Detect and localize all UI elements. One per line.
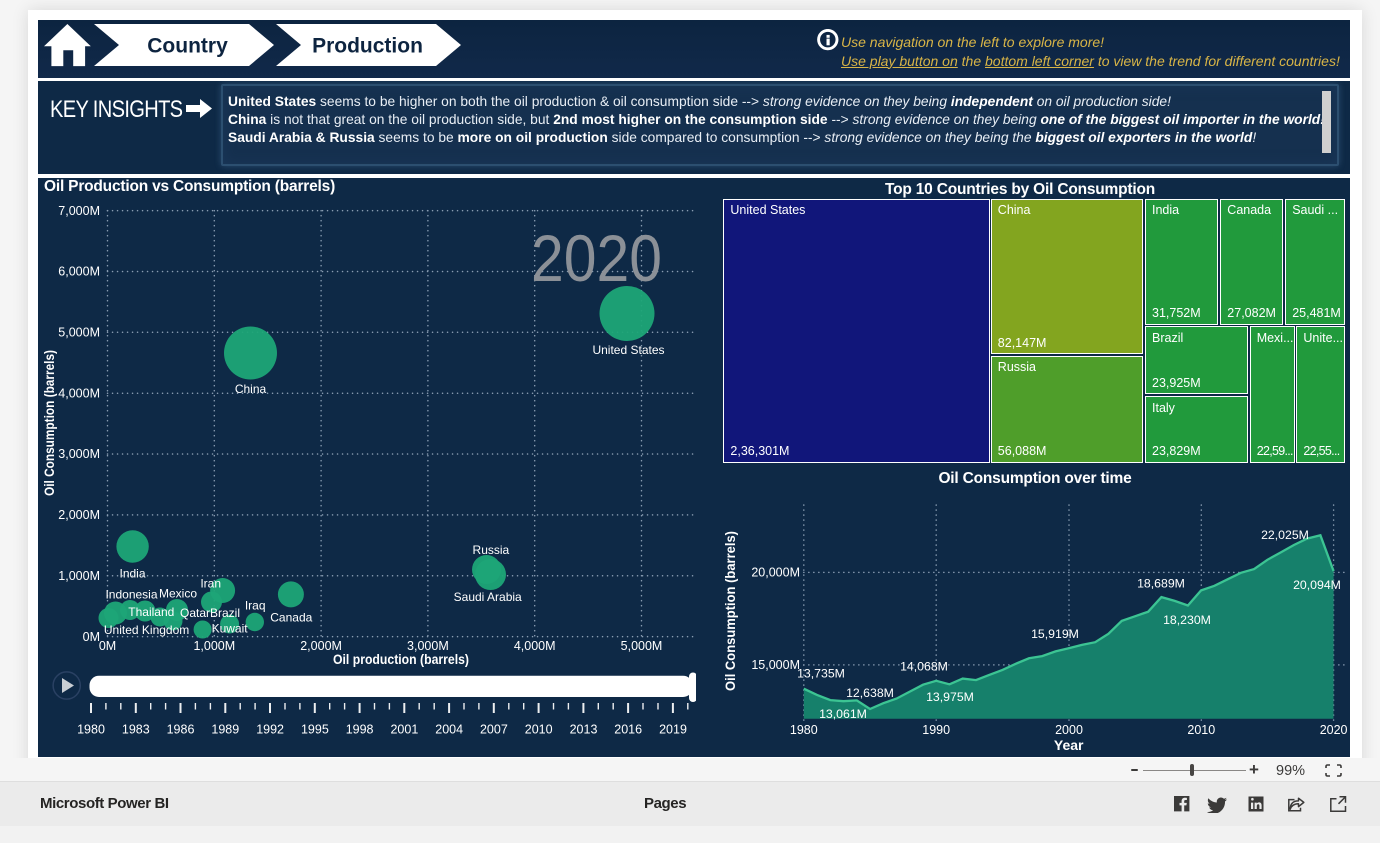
svg-text:Oil production (barrels): Oil production (barrels): [333, 651, 469, 667]
svg-text:Oil Consumption (barrels): Oil Consumption (barrels): [41, 350, 57, 496]
svg-text:2013: 2013: [570, 723, 598, 737]
svg-text:22,025M: 22,025M: [1261, 528, 1309, 542]
svg-text:2010: 2010: [525, 723, 553, 737]
svg-text:1980: 1980: [77, 723, 105, 737]
svg-text:India: India: [119, 567, 145, 581]
svg-text:18,230M: 18,230M: [1163, 613, 1211, 627]
svg-text:13,975M: 13,975M: [926, 690, 974, 704]
svg-text:5,000M: 5,000M: [58, 326, 100, 340]
svg-text:2,000M: 2,000M: [58, 508, 100, 522]
svg-text:Thailand: Thailand: [128, 605, 174, 619]
svg-text:4,000M: 4,000M: [58, 386, 100, 400]
svg-text:14,068M: 14,068M: [900, 660, 948, 674]
svg-text:2007: 2007: [480, 723, 508, 737]
svg-text:0M: 0M: [83, 630, 100, 644]
svg-text:5,000M: 5,000M: [621, 639, 663, 653]
svg-text:6,000M: 6,000M: [58, 265, 100, 279]
svg-text:Mexico: Mexico: [159, 587, 197, 601]
svg-text:13,735M: 13,735M: [797, 667, 845, 681]
svg-text:1992: 1992: [256, 723, 284, 737]
svg-text:2001: 2001: [390, 723, 418, 737]
svg-text:2,000M: 2,000M: [300, 639, 342, 653]
svg-text:Country: Country: [147, 35, 228, 58]
svg-text:15,000M: 15,000M: [751, 658, 800, 672]
svg-text:2010: 2010: [1187, 723, 1215, 737]
svg-text:Production: Production: [312, 35, 423, 58]
svg-text:China: China: [235, 382, 267, 396]
svg-text:2020: 2020: [531, 221, 662, 295]
svg-text:15,919M: 15,919M: [1031, 627, 1079, 641]
svg-text:0M: 0M: [99, 639, 116, 653]
svg-text:United Kingdom: United Kingdom: [104, 623, 189, 637]
svg-text:18,689M: 18,689M: [1137, 577, 1185, 591]
svg-text:13,061M: 13,061M: [819, 707, 867, 721]
svg-text:Indonesia: Indonesia: [105, 587, 157, 601]
svg-text:1990: 1990: [922, 723, 950, 737]
svg-text:Oil Consumption (barrels): Oil Consumption (barrels): [722, 531, 738, 691]
svg-text:2016: 2016: [614, 723, 642, 737]
svg-text:1986: 1986: [167, 723, 195, 737]
svg-text:1980: 1980: [790, 723, 818, 737]
svg-text:Russia: Russia: [473, 543, 510, 557]
svg-text:Year: Year: [1054, 737, 1084, 753]
svg-text:Oil Production vs Consumption: Oil Production vs Consumption (barrels): [44, 178, 335, 195]
svg-text:Canada: Canada: [270, 610, 312, 624]
svg-text:Brazil: Brazil: [210, 606, 240, 620]
svg-text:12,638M: 12,638M: [846, 686, 894, 700]
svg-text:1,000M: 1,000M: [58, 569, 100, 583]
svg-text:1983: 1983: [122, 723, 150, 737]
svg-text:Oil Consumption over time: Oil Consumption over time: [938, 470, 1132, 487]
svg-text:2020: 2020: [1320, 723, 1348, 737]
svg-text:Iran: Iran: [200, 576, 221, 590]
svg-text:1998: 1998: [346, 723, 374, 737]
svg-text:United States: United States: [592, 343, 664, 357]
svg-text:7,000M: 7,000M: [58, 204, 100, 218]
svg-text:2000: 2000: [1055, 723, 1083, 737]
svg-text:3,000M: 3,000M: [407, 639, 449, 653]
svg-text:3,000M: 3,000M: [58, 447, 100, 461]
svg-text:1,000M: 1,000M: [193, 639, 235, 653]
svg-text:Qatar: Qatar: [180, 606, 210, 620]
svg-text:4,000M: 4,000M: [514, 639, 556, 653]
svg-text:2019: 2019: [659, 723, 687, 737]
svg-text:2004: 2004: [435, 723, 463, 737]
svg-text:20,000M: 20,000M: [751, 566, 800, 580]
svg-text:20,094M: 20,094M: [1293, 578, 1341, 592]
svg-text:1989: 1989: [211, 723, 239, 737]
svg-text:Saudi Arabia: Saudi Arabia: [454, 590, 522, 604]
svg-text:1995: 1995: [301, 723, 329, 737]
svg-text:Kuwait: Kuwait: [212, 622, 249, 636]
svg-text:Iraq: Iraq: [245, 598, 266, 612]
